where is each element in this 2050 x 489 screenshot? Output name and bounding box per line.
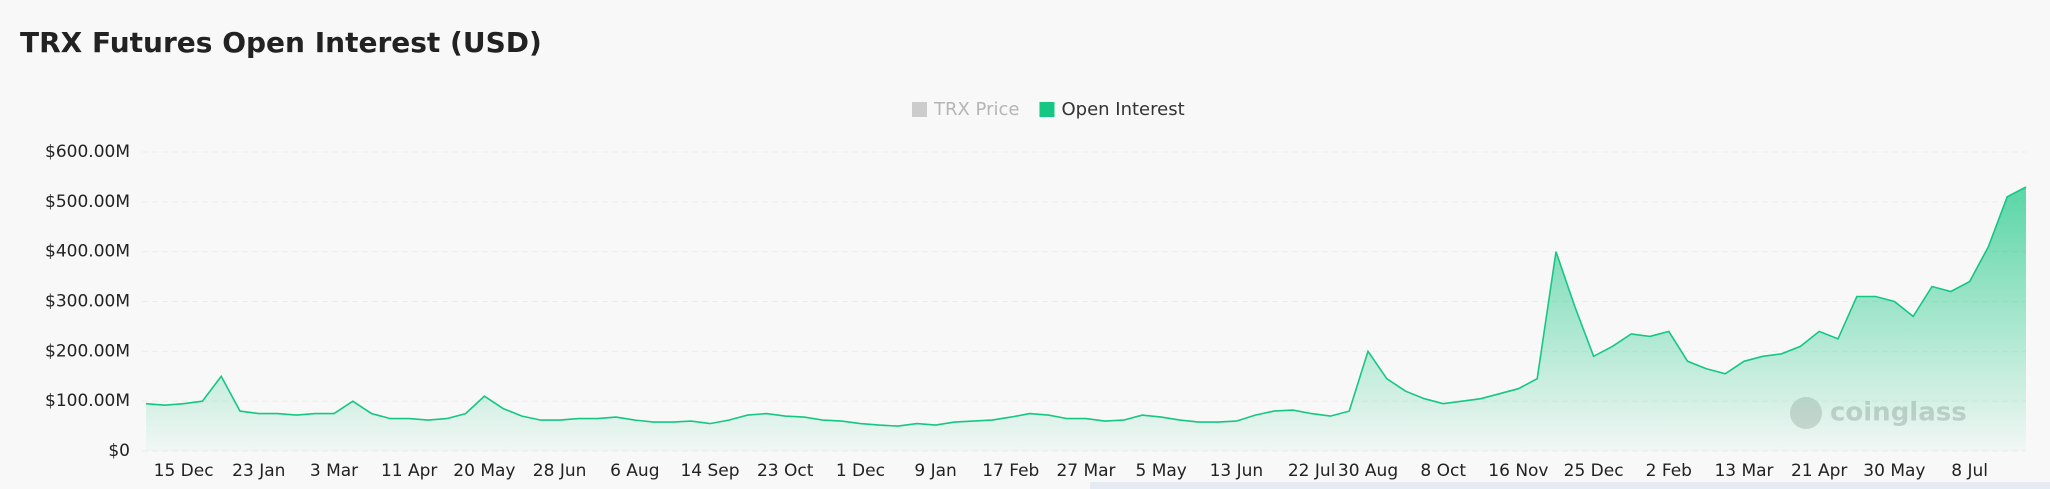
scroll-track xyxy=(1090,482,2050,489)
x-tick-label: 30 Aug xyxy=(1338,461,1398,481)
x-tick-label: 21 Apr xyxy=(1791,461,1847,481)
x-tick-label: 8 Jul xyxy=(1951,461,1988,481)
x-tick-label: 22 Jul xyxy=(1288,461,1336,481)
x-tick-label: 28 Jun xyxy=(533,461,587,481)
area-fill xyxy=(146,186,2026,451)
legend-item[interactable]: Open Interest xyxy=(1061,99,1184,120)
x-tick-label: 20 May xyxy=(453,461,515,481)
y-tick-label: $0 xyxy=(108,441,130,461)
x-tick-label: 13 Jun xyxy=(1210,461,1264,481)
x-tick-label: 16 Nov xyxy=(1488,461,1548,481)
legend-item-hidden[interactable]: TRX Price xyxy=(933,99,1019,120)
x-tick-label: 30 May xyxy=(1863,461,1925,481)
x-tick-label: 3 Mar xyxy=(310,461,358,481)
x-tick-label: 13 Mar xyxy=(1714,461,1773,481)
y-tick-label: $300.00M xyxy=(45,292,130,312)
x-tick-label: 8 Oct xyxy=(1420,461,1466,481)
x-tick-label: 1 Dec xyxy=(836,461,885,481)
series-line xyxy=(145,186,2027,427)
x-tick-label: 9 Jan xyxy=(914,461,956,481)
y-tick-label: $500.00M xyxy=(45,192,130,212)
x-tick-label: 6 Aug xyxy=(610,461,659,481)
x-tick-label: 25 Dec xyxy=(1564,461,1624,481)
y-tick-label: $600.00M xyxy=(45,142,130,162)
y-tick-label: $200.00M xyxy=(45,341,130,361)
x-tick-label: 15 Dec xyxy=(154,461,214,481)
x-tick-label: 14 Sep xyxy=(680,461,739,481)
x-tick-label: 11 Apr xyxy=(381,461,437,481)
y-tick-label: $100.00M xyxy=(45,391,130,411)
x-tick-label: 17 Feb xyxy=(982,461,1039,481)
x-tick-label: 5 May xyxy=(1136,461,1187,481)
x-tick-label: 23 Jan xyxy=(232,461,285,481)
y-tick-label: $400.00M xyxy=(45,242,130,262)
chart-title: TRX Futures Open Interest (USD) xyxy=(20,26,542,59)
x-tick-label: 27 Mar xyxy=(1056,461,1115,481)
legend-swatch xyxy=(912,102,927,117)
legend-swatch xyxy=(1039,102,1055,117)
x-tick-label: 2 Feb xyxy=(1646,461,1692,481)
x-tick-label: 23 Oct xyxy=(757,461,814,481)
